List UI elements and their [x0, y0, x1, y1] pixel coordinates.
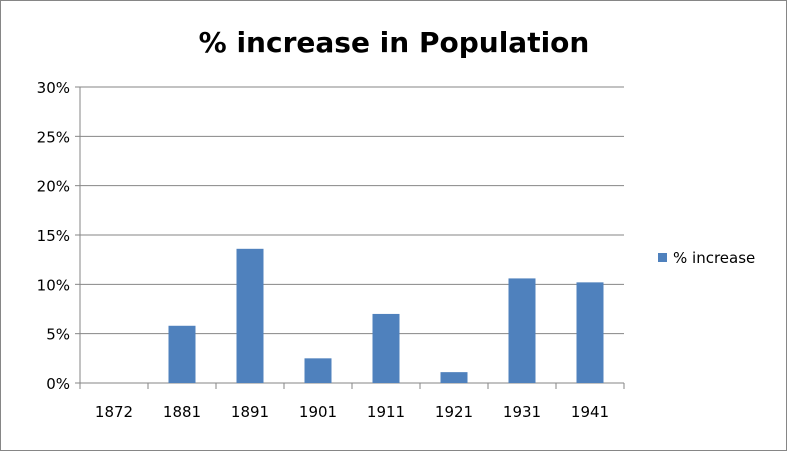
x-tick-label: 1911 — [367, 403, 405, 421]
bar-1931 — [508, 278, 536, 383]
x-tick-label: 1921 — [435, 403, 473, 421]
y-tick-label: 15% — [37, 227, 70, 245]
x-tick-label: 1931 — [503, 403, 541, 421]
x-tick-label: 1872 — [95, 403, 133, 421]
y-tick-label: 5% — [46, 326, 70, 344]
bar-1921 — [440, 372, 468, 383]
x-tick-label: 1881 — [163, 403, 201, 421]
bar-1911 — [372, 313, 400, 383]
bar-1941 — [576, 282, 604, 383]
bar-1891 — [236, 248, 264, 383]
x-tick-label: 1941 — [571, 403, 609, 421]
y-tick-label: 30% — [37, 79, 70, 97]
x-tick-label: 1891 — [231, 403, 269, 421]
legend-swatch — [658, 253, 667, 262]
y-tick-label: 25% — [37, 128, 70, 146]
y-tick-label: 0% — [46, 375, 70, 393]
y-tick-label: 10% — [37, 276, 70, 294]
chart-title: % increase in Population — [199, 26, 590, 59]
legend-label: % increase — [673, 249, 755, 267]
y-tick-label: 20% — [37, 178, 70, 196]
x-tick-label: 1901 — [299, 403, 337, 421]
bar-1881 — [168, 325, 196, 383]
bar-1901 — [304, 358, 332, 383]
